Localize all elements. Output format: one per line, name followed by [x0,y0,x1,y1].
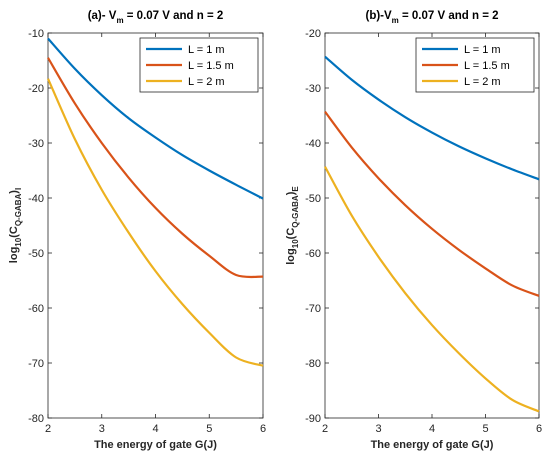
panel-b: (b)-Vm = 0.07 V and n = 2 2 3 4 5 6 -20 -30 -40 -… [285,10,542,451]
panel-a-title: (a)- Vm = 0.07 V and n = 2 [88,10,224,25]
x-tick-label: 6 [260,423,266,435]
panel-b-series-line-3 [324,166,540,413]
panel-a-x-axis-label: The energy of gate G(J) [94,439,217,451]
y-tick-label: -40 [305,138,321,150]
y-tick-label: -30 [28,138,44,150]
legend-entry: L = 2 m [188,76,225,88]
y-tick-label: -70 [28,358,44,370]
panel-a-series-line-1 [47,37,264,200]
panel-a-plot-area [47,32,264,419]
x-tick-label: 6 [536,423,542,435]
panel-b-series-line-1 [324,55,540,181]
y-tick-label: -50 [305,193,321,205]
x-tick-label: 4 [152,423,158,435]
x-tick-label: 3 [99,423,105,435]
legend-entry: L = 1 m [464,44,501,56]
y-tick-label: -90 [305,413,321,425]
panel-b-title: (b)-Vm = 0.07 V and n = 2 [365,10,498,25]
y-tick-label: -40 [28,193,44,205]
panel-b-y-axis-label: log10(CQ-GABA)E [285,186,300,265]
x-tick-label: 5 [482,423,488,435]
panel-b-legend: L = 1 m L = 1.5 m L = 2 m [415,37,535,93]
y-tick-label: -60 [305,248,321,260]
x-tick-label: 4 [429,423,435,435]
panel-a-legend: L = 1 m L = 1.5 m L = 2 m [139,37,259,93]
x-tick-label: 2 [45,423,51,435]
legend-entry: L = 1.5 m [464,60,510,72]
y-tick-label: -70 [305,303,321,315]
y-tick-label: -80 [28,413,44,425]
legend-entry: L = 1 m [188,44,225,56]
y-tick-label: -10 [28,28,44,40]
x-tick-label: 3 [375,423,381,435]
legend-entry: L = 1.5 m [188,60,234,72]
panel-a-y-axis-label: log10(CQ-GABA)I [8,188,23,263]
y-tick-label: -80 [305,358,321,370]
y-tick-label: -20 [305,28,321,40]
panel-a: (a)- Vm = 0.07 V and n = 2 2 3 4 5 6 -10 -20 -30… [8,10,266,451]
panel-a-series-line-2 [47,57,264,279]
y-tick-label: -30 [305,83,321,95]
panel-b-x-axis-label: The energy of gate G(J) [371,439,494,451]
x-tick-label: 2 [322,423,328,435]
x-tick-label: 5 [206,423,212,435]
y-tick-label: -50 [28,248,44,260]
legend-entry: L = 2 m [464,76,501,88]
y-tick-label: -20 [28,83,44,95]
panel-b-series-line-2 [324,110,540,297]
y-tick-label: -60 [28,303,44,315]
panel-a-series-line-3 [46,78,264,367]
